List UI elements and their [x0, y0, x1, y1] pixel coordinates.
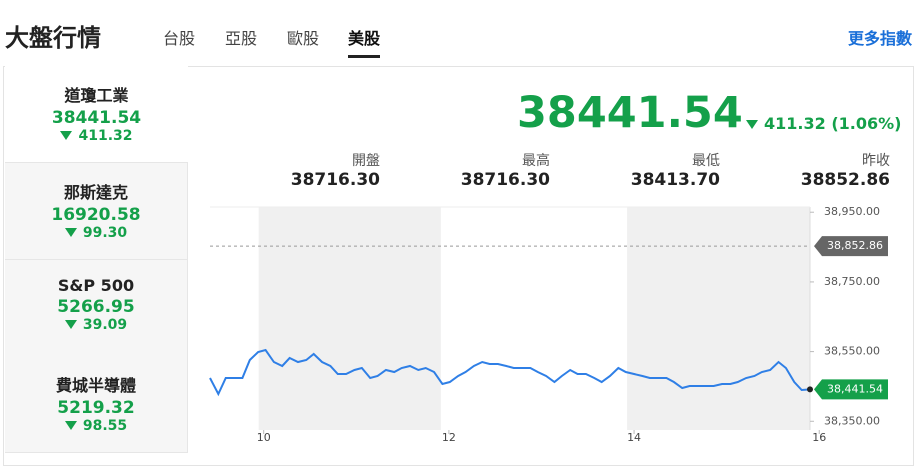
stat-value: 38716.30: [290, 170, 380, 190]
session-band: [258, 207, 441, 430]
index-name: 費城半導體: [55, 376, 136, 395]
y-tick-label: 38,750.00: [824, 275, 880, 288]
tab[interactable]: 歐股: [287, 29, 320, 48]
stat-label: 開盤: [352, 153, 380, 169]
y-tick-label: 38,950.00: [824, 205, 880, 218]
last-point: [807, 386, 813, 393]
index-change: 411.32: [78, 128, 133, 144]
x-tick-label: 12: [442, 431, 456, 444]
x-tick-label: 16: [812, 431, 826, 444]
down-icon: [64, 228, 77, 237]
index-change-row: 98.55: [5, 418, 187, 434]
index-change: 39.09: [82, 317, 128, 333]
index-item[interactable]: 那斯達克 16920.58 99.30: [5, 163, 188, 260]
stat-value: 38852.86: [800, 170, 890, 190]
value-tag-label: 38,852.86: [827, 239, 883, 252]
x-tick-label: 10: [257, 431, 271, 444]
index-value: 38441.54: [51, 108, 142, 128]
more-link[interactable]: 更多指數: [847, 29, 912, 48]
index-value: 5219.32: [57, 398, 135, 418]
down-icon: [746, 120, 758, 129]
down-icon: [64, 421, 77, 430]
index-change: 99.30: [82, 225, 128, 241]
y-tick-label: 38,350.00: [824, 414, 880, 427]
down-icon: [64, 320, 77, 329]
page: 大盤行情 {"header":{"title":"大盤行情","tabs":["…: [3, 24, 914, 466]
current-value: 38441.54: [517, 88, 743, 138]
index-name: 那斯達克: [63, 183, 128, 202]
stat-label: 昨收: [862, 153, 890, 169]
index-value: 5266.95: [57, 297, 135, 317]
value-tag: [814, 236, 888, 257]
y-tick-label: 38,550.00: [824, 345, 880, 358]
current-change-row: 411.32 (1.06%): [746, 114, 901, 133]
price-line: [209, 348, 811, 397]
x-tick-label: 14: [627, 431, 641, 444]
stat-value: 38413.70: [630, 170, 720, 190]
tab-active[interactable]: 美股: [348, 25, 381, 58]
tab[interactable]: 亞股: [225, 29, 258, 48]
stat-label: 最低: [692, 153, 720, 169]
value-tag-label: 38,441.54: [827, 382, 883, 395]
tab[interactable]: 台股: [163, 29, 196, 48]
down-icon: [60, 131, 73, 140]
index-change-row: 99.30: [5, 225, 187, 241]
stat-label: 最高: [522, 153, 550, 169]
value-tag: [814, 379, 888, 400]
index-item[interactable]: S&P 500 5266.95 39.09: [5, 260, 188, 357]
app: 大盤行情 台股 亞股 歐股 美股 更多指數 道瓊工業 38441.54 411.…: [3, 24, 914, 466]
page-title: 大盤行情: [5, 24, 101, 52]
index-name: 道瓊工業: [64, 86, 129, 105]
index-item[interactable]: 道瓊工業 38441.54 411.32: [5, 66, 188, 163]
index-name: S&P 500: [57, 276, 135, 295]
chart: 38,950.00 38,750.00 38,550.00 38,350.00 10 12…: [209, 205, 888, 444]
index-value: 16920.58: [51, 205, 141, 225]
index-item[interactable]: 費城半導體 5219.32 98.55: [5, 356, 188, 453]
index-change-row: 39.09: [5, 317, 187, 333]
index-change: 98.55: [82, 418, 128, 434]
session-band: [627, 207, 810, 430]
current-change: 411.32 (1.06%): [764, 114, 902, 133]
index-change-row: 411.32: [5, 128, 188, 144]
stat-value: 38716.30: [460, 170, 550, 190]
